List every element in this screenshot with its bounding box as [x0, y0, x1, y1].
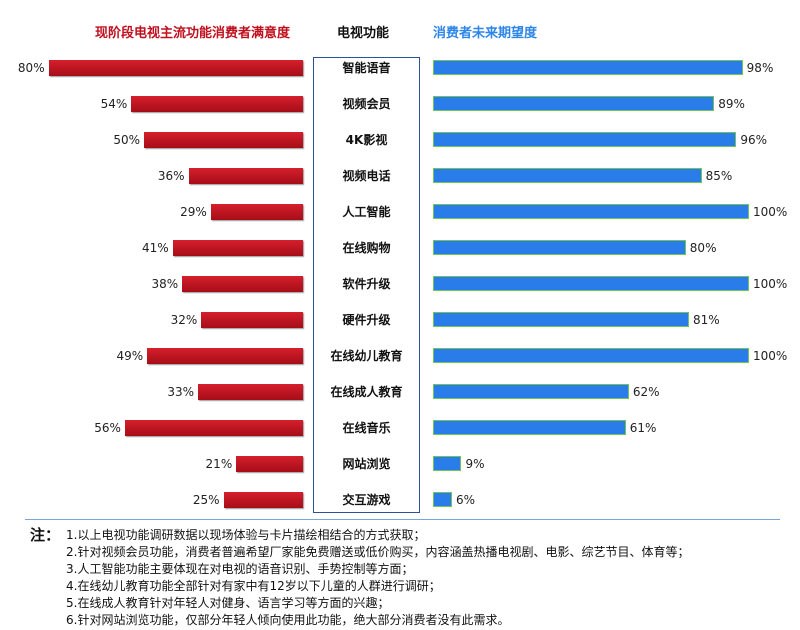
right-value-label: 89% [718, 97, 745, 111]
note-line: 4.在线幼儿教育功能全部针对有家中有12岁以下儿童的人群进行调研； [66, 579, 441, 593]
right-value-label: 100% [753, 277, 788, 291]
left-bar [144, 132, 303, 148]
right-bar [433, 204, 749, 219]
note-line: 6.针对网站浏览功能，仅部分年轻人倾向使用此功能，绝大部分消费者没有此需求。 [66, 613, 510, 627]
category-label: 4K影视 [345, 133, 388, 147]
category-label: 交互游戏 [342, 493, 391, 507]
left-bar [172, 240, 303, 256]
right-bar [433, 456, 462, 471]
right-bar [433, 276, 749, 291]
right-value-label: 61% [629, 421, 657, 435]
right-value-label: 96% [740, 133, 768, 147]
left-value-label: 33% [167, 385, 195, 399]
category-label: 网站浏览 [342, 457, 391, 471]
category-label: 智能语音 [342, 61, 391, 75]
category-label: 在线幼儿教育 [330, 349, 403, 363]
category-label: 视频会员 [342, 97, 391, 111]
left-value-label: 29% [180, 205, 207, 219]
divider [25, 519, 780, 520]
left-bar [188, 168, 303, 184]
left-bar [131, 96, 303, 112]
category-label: 人工智能 [342, 205, 391, 219]
left-value-label: 80% [17, 61, 45, 75]
right-value-label: 100% [753, 205, 788, 219]
note-line: 2.针对视频会员功能，消费者普遍希望厂家能免费赠送或低价购买，内容涵盖热播电视剧… [66, 545, 690, 559]
category-label: 硬件升级 [342, 313, 391, 327]
left-value-label: 41% [141, 241, 169, 255]
category-box [313, 57, 420, 513]
right-bar [433, 348, 749, 363]
left-series-title: 现阶段电视主流功能消费者满意度 [95, 26, 291, 41]
right-bar [433, 384, 629, 399]
right-bar [433, 96, 715, 111]
right-bar [433, 420, 626, 435]
right-value-label: 9% [465, 457, 485, 471]
left-value-label: 25% [192, 493, 220, 507]
note-line: 1.以上电视功能调研数据以现场体验与卡片描绘相结合的方式获取； [66, 528, 426, 542]
category-label: 软件升级 [342, 277, 391, 291]
right-value-label: 100% [753, 349, 788, 363]
right-value-label: 81% [692, 313, 720, 327]
category-label: 在线音乐 [342, 421, 391, 435]
left-value-label: 32% [170, 313, 198, 327]
category-column-title: 电视功能 [337, 26, 390, 41]
right-bar [433, 168, 702, 183]
notes-label: 注： [30, 526, 61, 544]
left-value-label: 54% [100, 97, 128, 111]
left-bar [147, 348, 303, 364]
left-bar [48, 60, 303, 76]
left-value-label: 56% [94, 421, 121, 435]
right-series-title: 消费者未来期望度 [433, 26, 538, 41]
note-line: 5.在线成人教育针对年轻人对健身、语言学习等方面的兴趣； [66, 596, 390, 610]
right-bar [433, 312, 689, 327]
right-value-label: 98% [746, 61, 774, 75]
category-label: 在线购物 [342, 241, 391, 255]
left-value-label: 21% [205, 457, 233, 471]
right-value-label: 6% [455, 493, 475, 507]
left-value-label: 49% [116, 349, 144, 363]
left-bar [198, 384, 303, 400]
left-bar [182, 276, 303, 292]
right-bar [433, 492, 452, 507]
left-value-label: 50% [113, 133, 140, 147]
right-value-label: 62% [632, 385, 660, 399]
left-bar [124, 420, 303, 436]
left-bar [210, 204, 303, 220]
left-value-label: 38% [151, 277, 179, 291]
right-bar [433, 60, 743, 75]
category-label: 在线成人教育 [330, 385, 403, 399]
left-bar [201, 312, 303, 328]
category-label: 视频电话 [342, 169, 391, 183]
left-value-label: 36% [157, 169, 185, 183]
right-value-label: 85% [705, 169, 733, 183]
right-value-label: 80% [689, 241, 717, 255]
note-line: 3.人工智能功能主要体现在对电视的语音识别、手势控制等方面； [66, 562, 414, 576]
left-bar [223, 492, 303, 508]
left-bar [236, 456, 303, 472]
right-bar [433, 132, 737, 147]
right-bar [433, 240, 686, 255]
